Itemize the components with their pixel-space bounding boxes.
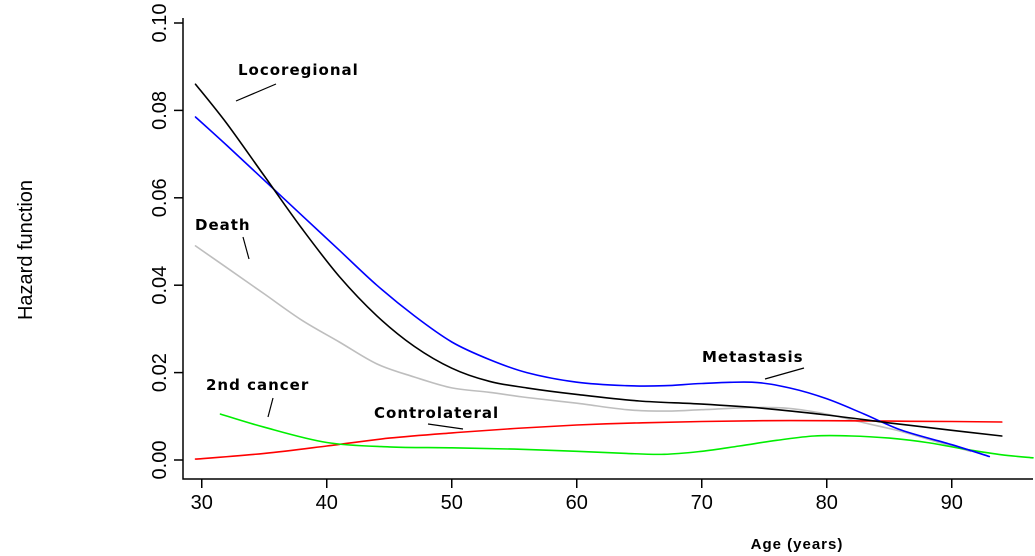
y-axis-title: Hazard function	[15, 180, 37, 320]
leader-line-locoregional	[235, 83, 277, 102]
y-tick-label: 0.04	[149, 266, 171, 305]
series-line-controlateral	[194, 419, 1003, 460]
annotation-layer: Locoregional Death Metastasis 2nd cancer Con…	[195, 61, 805, 430]
x-tick-label: 40	[316, 492, 338, 514]
x-tick-label: 60	[566, 492, 588, 514]
y-tick-label: 0.10	[149, 4, 171, 43]
x-tick-label: 70	[691, 492, 713, 514]
series-line-locoregional	[194, 83, 1003, 437]
axis-frame	[182, 18, 1033, 480]
x-axis-title: Age (years)	[751, 536, 844, 553]
leader-line-2nd-cancer	[267, 397, 274, 418]
x-tick-label: 50	[441, 492, 463, 514]
series-lines	[194, 83, 1034, 460]
series-label-2nd-cancer: 2nd cancer	[206, 376, 309, 394]
series-line-2nd-cancer	[219, 413, 1034, 459]
leader-line-death	[242, 236, 250, 260]
x-tick-label: 30	[191, 492, 213, 514]
series-label-controlateral: Controlateral	[374, 404, 499, 422]
y-tick-label: 0.00	[149, 441, 171, 480]
x-tick-label: 80	[816, 492, 838, 514]
axes: 30 40 50 60 70 80 90 0.00 0.02 0.04 0.06 0.08 0.10	[149, 4, 1033, 514]
series-label-death: Death	[195, 216, 251, 234]
leader-line-metastasis	[764, 367, 805, 380]
leader-line-controlateral	[427, 423, 464, 430]
y-tick-label: 0.02	[149, 353, 171, 392]
x-tick-label: 90	[941, 492, 963, 514]
y-tick-label: 0.08	[149, 91, 171, 130]
y-tick-label: 0.06	[149, 178, 171, 217]
series-label-locoregional: Locoregional	[238, 61, 359, 79]
series-line-metastasis	[194, 116, 991, 458]
series-label-metastasis: Metastasis	[702, 348, 804, 366]
